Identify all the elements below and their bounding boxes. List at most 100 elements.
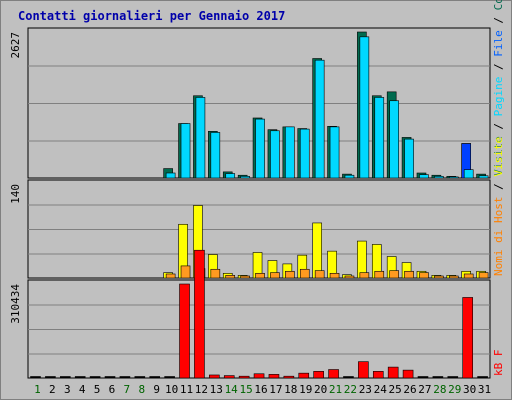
bar-kb-f [417, 376, 429, 379]
bar-nomi-di-host [255, 272, 265, 279]
x-tick-label-day: 15 [239, 383, 252, 396]
x-tick-label-day: 10 [165, 383, 178, 396]
x-tick-label-day: 31 [478, 383, 491, 396]
bar-kb-f [283, 375, 295, 379]
legend-entry: / [492, 177, 505, 197]
panel-legend: Nomi di Host / Visite [492, 137, 505, 276]
bar-kb-f [328, 369, 339, 379]
bar-file [448, 176, 459, 179]
bar-kb-f [387, 366, 399, 379]
bar-kb-f [89, 376, 101, 379]
bar-kb-f [30, 376, 41, 379]
x-tick-label-day: 3 [64, 383, 71, 396]
bar-nomi-di-host [299, 268, 310, 279]
x-tick-label-day: 14 [225, 383, 239, 396]
bar-visite [312, 222, 322, 279]
bar-kb-f [119, 376, 131, 379]
bar-nomi-di-host [180, 265, 191, 279]
bar-kb-f [164, 376, 175, 379]
bar-kb-f [268, 374, 280, 379]
bar-nomi-di-host [210, 268, 221, 279]
x-tick-label-day: 16 [254, 383, 267, 396]
bar-file [314, 59, 325, 179]
x-tick-label-day: 4 [79, 383, 86, 396]
x-tick-label-day: 23 [359, 383, 372, 396]
bar-file [255, 118, 265, 179]
bar-nomi-di-host [165, 273, 176, 279]
y-max-label: 310434 [9, 284, 22, 324]
legend-entry: / [492, 116, 505, 136]
legend-entry: Contatti [492, 0, 505, 10]
bar-file [404, 138, 414, 179]
bar-nomi-di-host [240, 275, 250, 279]
bar-kb-f [209, 374, 220, 379]
bar-nomi-di-host [359, 272, 370, 279]
bar-nomi-di-host [270, 272, 280, 279]
bar-file [419, 174, 429, 179]
bar-kb-f [253, 373, 265, 379]
legend-entry: Nomi di Host [492, 197, 505, 276]
panel-bottom: 310434 kB F [9, 249, 505, 379]
bar-nomi-di-host [478, 272, 489, 279]
y-max-label: 2627 [9, 32, 22, 59]
panel-top: 2627 Visite / Pagine / File / Contatti [9, 0, 505, 179]
bar-kb-f [447, 376, 459, 379]
x-tick-label-day: 19 [299, 383, 312, 396]
bar-file [389, 100, 399, 179]
x-tick-label-day: 7 [124, 383, 131, 396]
bar-nomi-di-host [419, 272, 429, 279]
x-tick-label-day: 12 [195, 383, 208, 396]
x-tick-label-day: 26 [403, 383, 416, 396]
x-tick-label-day: 20 [314, 383, 327, 396]
bar-file [195, 97, 206, 179]
x-tick-label-day: 8 [138, 383, 145, 396]
x-tick-label-day: 24 [374, 383, 388, 396]
x-tick-label-day: 21 [329, 383, 342, 396]
bar-kb-f [45, 376, 56, 379]
bar-file [374, 97, 385, 179]
legend-entry: Visite [492, 137, 505, 177]
bar-file [165, 172, 176, 179]
x-tick-label-day: 28 [433, 383, 446, 396]
bar-file [225, 173, 236, 179]
bar-file [299, 128, 310, 179]
bar-file [210, 132, 221, 179]
legend-entry: / [492, 57, 505, 77]
bar-nomi-di-host [374, 270, 385, 279]
legend-entry: File [492, 30, 505, 57]
bar-nomi-di-host [314, 270, 325, 279]
bar-kb-f [358, 361, 369, 379]
bar-file [478, 175, 489, 179]
x-tick-label-day: 18 [284, 383, 297, 396]
bar-kb-f [462, 297, 473, 379]
bar-kb-f [149, 376, 161, 379]
bar-file [329, 126, 340, 179]
panel-middle: 140 Nomi di Host / Visite [9, 137, 505, 279]
x-tick-label-day: 25 [389, 383, 402, 396]
legend-entry: Pagine [492, 77, 505, 117]
x-tick-label-day: 17 [269, 383, 282, 396]
x-tick-label-day: 6 [109, 383, 116, 396]
bar-kb-f [194, 249, 205, 379]
bar-nomi-di-host [463, 273, 474, 279]
bar-kb-f [343, 376, 354, 379]
bar-kb-f [238, 375, 250, 379]
bar-file [240, 176, 250, 179]
bar-nomi-di-host [329, 272, 340, 279]
bar-file [285, 126, 295, 179]
bar-kb-f [74, 376, 86, 379]
x-tick-label-day: 29 [448, 383, 461, 396]
bar-file [344, 174, 355, 179]
bar-kb-f [223, 375, 235, 379]
x-tick-label-day: 5 [94, 383, 101, 396]
y-max-label: 140 [9, 184, 22, 204]
bar-kb-f [477, 376, 488, 379]
chart-title: Contatti giornalieri per Gennaio 2017 [18, 9, 285, 23]
bar-file [270, 130, 280, 179]
x-tick-label-day: 27 [418, 383, 431, 396]
x-tick-label-day: 13 [210, 383, 223, 396]
bar-kb-f [372, 371, 384, 379]
x-tick-label-day: 30 [463, 383, 476, 396]
bar-nomi-di-host [448, 275, 459, 279]
